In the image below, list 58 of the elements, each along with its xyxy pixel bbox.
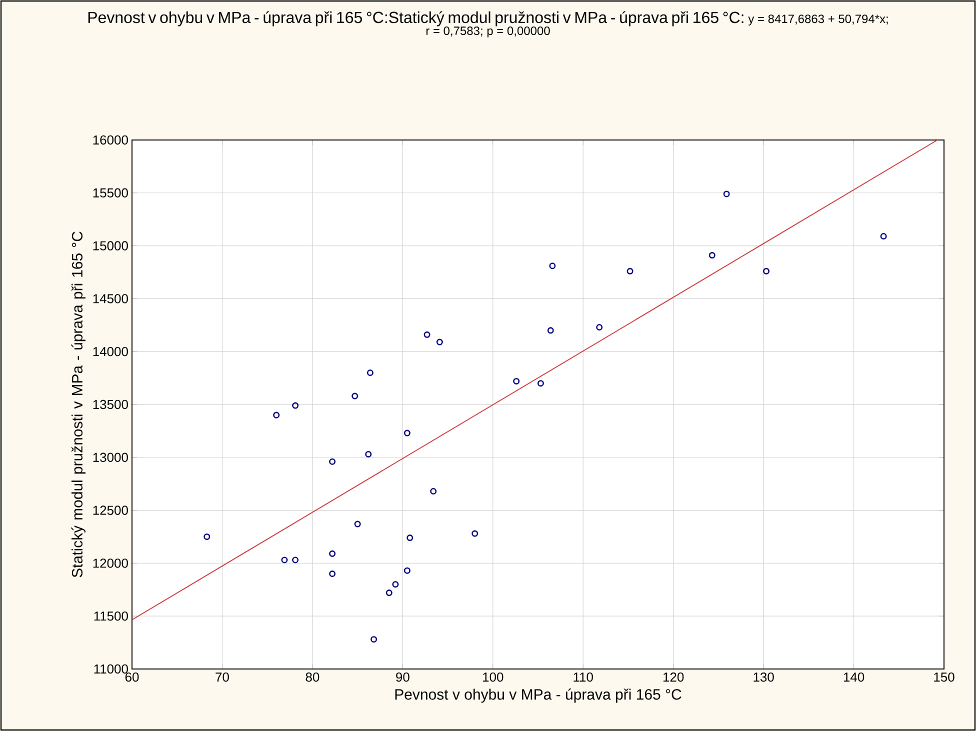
text: y = 8417,6863 + 50,794*x; <box>748 14 888 26</box>
y-tick-label: 12500 <box>93 506 128 515</box>
x-tick-label: 120 <box>663 672 684 682</box>
y-tick-label: 13500 <box>93 400 128 410</box>
point <box>329 458 336 465</box>
point <box>404 430 410 436</box>
y-tick-label: 12000 <box>93 558 128 568</box>
point <box>281 556 288 564</box>
chart-title: Pevnost v ohybu v MPa - úprava při 165 °C:Statický modul pružnosti v MPa - úprava při 165 °C: <box>88 11 744 26</box>
y-tick-label: 14500 <box>93 294 128 304</box>
y-tick-label: 11000 <box>94 664 128 674</box>
point <box>472 530 478 537</box>
y-tick-label: 16000 <box>93 135 128 145</box>
point <box>424 331 430 338</box>
point <box>365 450 372 458</box>
y-tick-label: 15000 <box>93 241 128 250</box>
y-tick-label: 13000 <box>93 452 128 462</box>
point <box>763 268 770 274</box>
y-tick-label: 15500 <box>93 188 128 198</box>
x-tick-label: 100 <box>483 672 504 682</box>
point <box>436 338 443 346</box>
point <box>549 262 556 270</box>
point <box>292 556 299 564</box>
point <box>204 533 210 540</box>
point <box>430 488 437 494</box>
point <box>354 520 361 528</box>
x-tick-label: 80 <box>306 672 320 682</box>
x-tick-label: 90 <box>396 672 410 682</box>
point <box>329 550 336 557</box>
point <box>708 252 716 259</box>
point <box>406 534 414 542</box>
x-tick-label: 140 <box>844 672 864 682</box>
point <box>352 392 358 400</box>
point <box>596 324 603 330</box>
point <box>404 567 410 574</box>
point <box>366 369 374 376</box>
point <box>386 590 392 596</box>
point <box>880 233 887 240</box>
point <box>537 380 544 387</box>
y-tick-label: 14000 <box>93 346 128 356</box>
point <box>273 412 280 418</box>
x-tick-label: 70 <box>216 672 229 682</box>
x-tick-label: 130 <box>754 672 774 682</box>
point <box>292 402 299 409</box>
point <box>329 570 336 578</box>
point <box>370 636 378 643</box>
x-axis-title: Pevnost v ohybu v MPa - úprava při 165 °C <box>395 688 682 703</box>
point <box>513 378 520 384</box>
x-tick-label: 60 <box>125 672 139 682</box>
text: r = 0,7583; p = 0,00000 <box>426 26 550 38</box>
y-tick-label: 11500 <box>94 611 128 621</box>
point <box>723 190 730 198</box>
x-tick-label: 150 <box>934 672 954 682</box>
point <box>626 268 634 274</box>
point <box>547 327 554 334</box>
point <box>392 581 399 588</box>
y-axis-title: Statický modul pružnosti v MPa - úprava při 165 °C <box>71 232 86 578</box>
x-tick-label: 110 <box>574 672 593 682</box>
